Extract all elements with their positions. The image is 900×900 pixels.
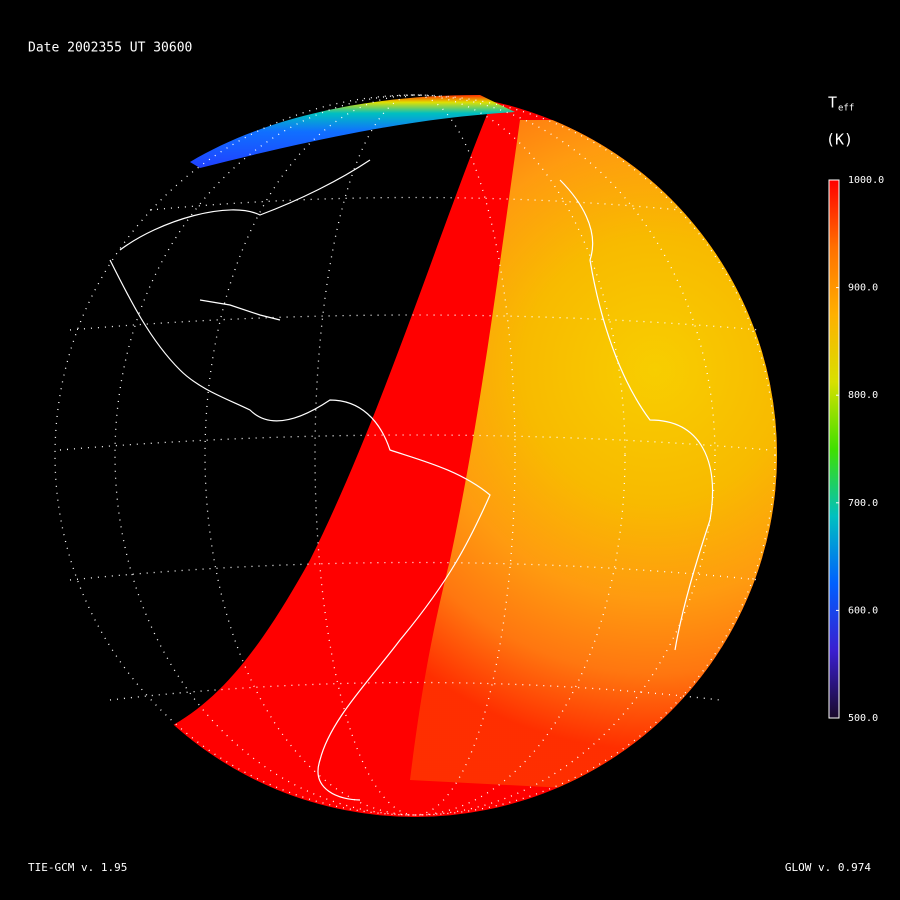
globe (54, 93, 777, 817)
date-label: Date 2002355 UT 30600 (28, 41, 192, 56)
colorbar (828, 179, 840, 719)
colorbar-tick-label: 700.0 (848, 498, 878, 509)
dayside (168, 93, 777, 817)
footer-left: TIE-GCM v. 1.95 (28, 861, 127, 874)
colorbar-title-subscript: eff (838, 104, 854, 114)
colorbar-tick-label: 1000.0 (848, 175, 884, 186)
polar-cap (190, 95, 515, 168)
graticule (54, 94, 776, 816)
colorbar-tick-label: 600.0 (848, 605, 878, 616)
colorbar-title: T (828, 94, 837, 112)
colorbar-unit: (K) (826, 131, 853, 149)
colorbar-tick-label: 500.0 (848, 713, 878, 724)
colorbar-tick-label: 800.0 (848, 390, 878, 401)
footer-right: GLOW v. 0.974 (785, 861, 871, 874)
colorbar-tick-label: 900.0 (848, 283, 878, 294)
coastlines (109, 159, 714, 801)
